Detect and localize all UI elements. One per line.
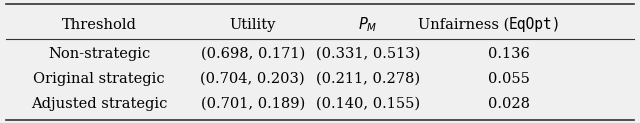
Text: 0.055: 0.055 — [488, 72, 530, 86]
Text: (0.704, 0.203): (0.704, 0.203) — [200, 72, 305, 86]
Text: Utility: Utility — [230, 18, 276, 32]
Text: (0.211, 0.278): (0.211, 0.278) — [316, 72, 420, 86]
Text: Original strategic: Original strategic — [33, 72, 165, 86]
Text: Unfairness (: Unfairness ( — [417, 18, 509, 32]
Text: Adjusted strategic: Adjusted strategic — [31, 97, 168, 111]
Text: 0.028: 0.028 — [488, 97, 530, 111]
Text: Non-strategic: Non-strategic — [48, 46, 150, 61]
Text: EqOpt): EqOpt) — [509, 17, 561, 32]
Text: $P_M$: $P_M$ — [358, 15, 378, 34]
Text: (0.331, 0.513): (0.331, 0.513) — [316, 46, 420, 61]
Text: Threshold: Threshold — [62, 18, 136, 32]
Text: (0.698, 0.171): (0.698, 0.171) — [201, 46, 305, 61]
Text: (0.701, 0.189): (0.701, 0.189) — [201, 97, 305, 111]
Text: 0.136: 0.136 — [488, 46, 530, 61]
Text: (0.140, 0.155): (0.140, 0.155) — [316, 97, 420, 111]
